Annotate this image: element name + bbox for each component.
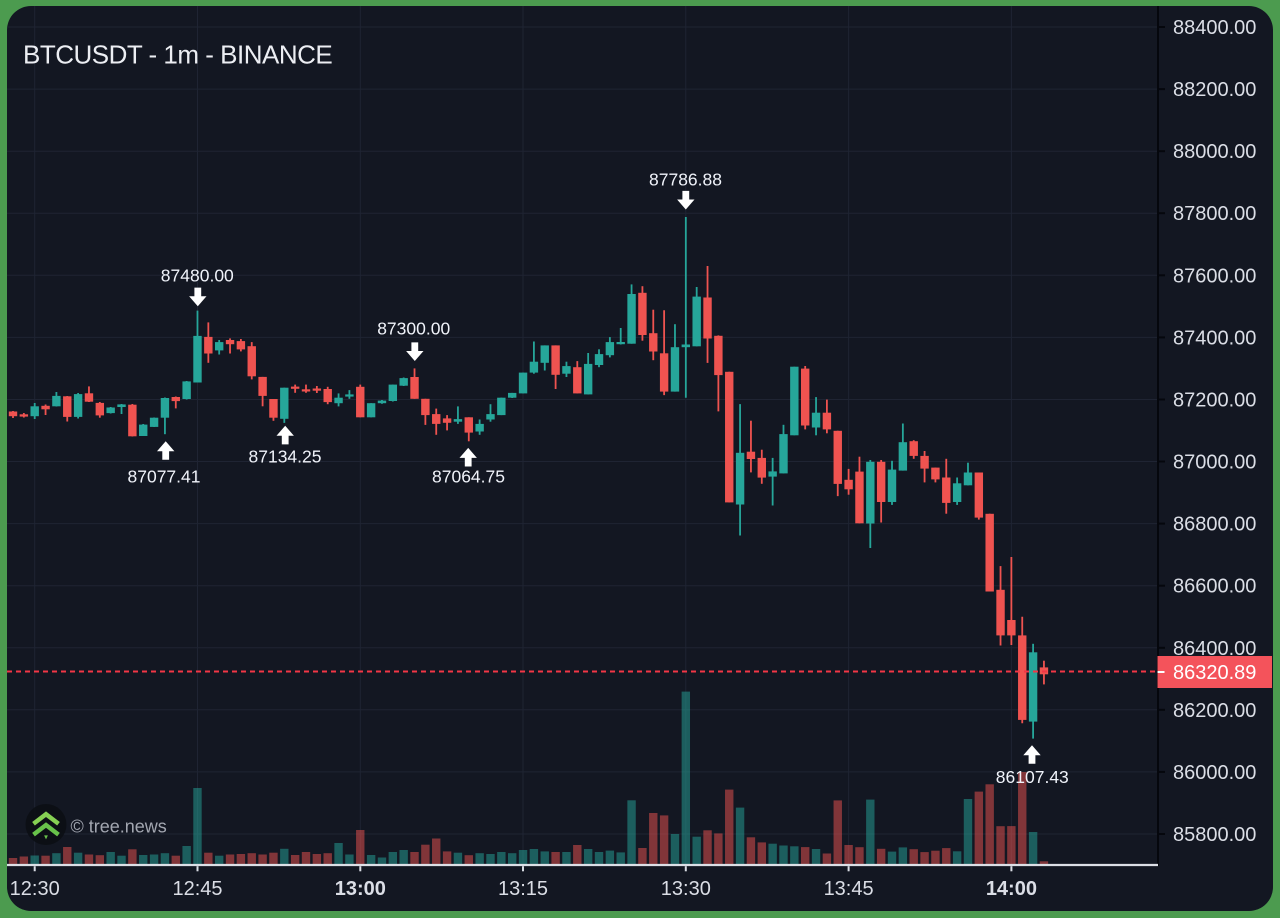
svg-text:86200.00: 86200.00 (1173, 700, 1256, 722)
svg-text:12:45: 12:45 (172, 878, 222, 900)
svg-text:87786.88: 87786.88 (649, 170, 722, 190)
svg-text:86000.00: 86000.00 (1173, 762, 1256, 784)
svg-text:88200.00: 88200.00 (1173, 79, 1256, 101)
svg-text:87600.00: 87600.00 (1173, 265, 1256, 287)
svg-text:BTCUSDT - 1m - BINANCE: BTCUSDT - 1m - BINANCE (23, 40, 332, 70)
svg-text:13:45: 13:45 (824, 878, 874, 900)
svg-text:14:00: 14:00 (986, 878, 1037, 900)
svg-text:86107.43: 86107.43 (996, 767, 1069, 787)
svg-text:13:15: 13:15 (498, 878, 548, 900)
svg-text:87077.41: 87077.41 (128, 467, 201, 487)
svg-text:86800.00: 86800.00 (1173, 514, 1256, 536)
svg-text:87300.00: 87300.00 (377, 319, 450, 339)
svg-text:88400.00: 88400.00 (1173, 17, 1256, 39)
svg-text:87200.00: 87200.00 (1173, 390, 1256, 412)
svg-text:86400.00: 86400.00 (1173, 638, 1256, 660)
svg-text:86320.89: 86320.89 (1173, 662, 1256, 684)
svg-text:88000.00: 88000.00 (1173, 141, 1256, 163)
svg-text:87480.00: 87480.00 (161, 266, 234, 286)
svg-text:13:30: 13:30 (661, 878, 711, 900)
svg-text:87000.00: 87000.00 (1173, 452, 1256, 474)
svg-text:13:00: 13:00 (335, 878, 386, 900)
svg-text:87134.25: 87134.25 (249, 447, 322, 467)
svg-text:87400.00: 87400.00 (1173, 327, 1256, 349)
svg-text:86600.00: 86600.00 (1173, 576, 1256, 598)
svg-text:© tree.news: © tree.news (71, 817, 167, 837)
svg-text:87800.00: 87800.00 (1173, 203, 1256, 225)
svg-text:85800.00: 85800.00 (1173, 824, 1256, 846)
svg-text:87064.75: 87064.75 (432, 467, 505, 487)
svg-text:12:30: 12:30 (10, 878, 60, 900)
